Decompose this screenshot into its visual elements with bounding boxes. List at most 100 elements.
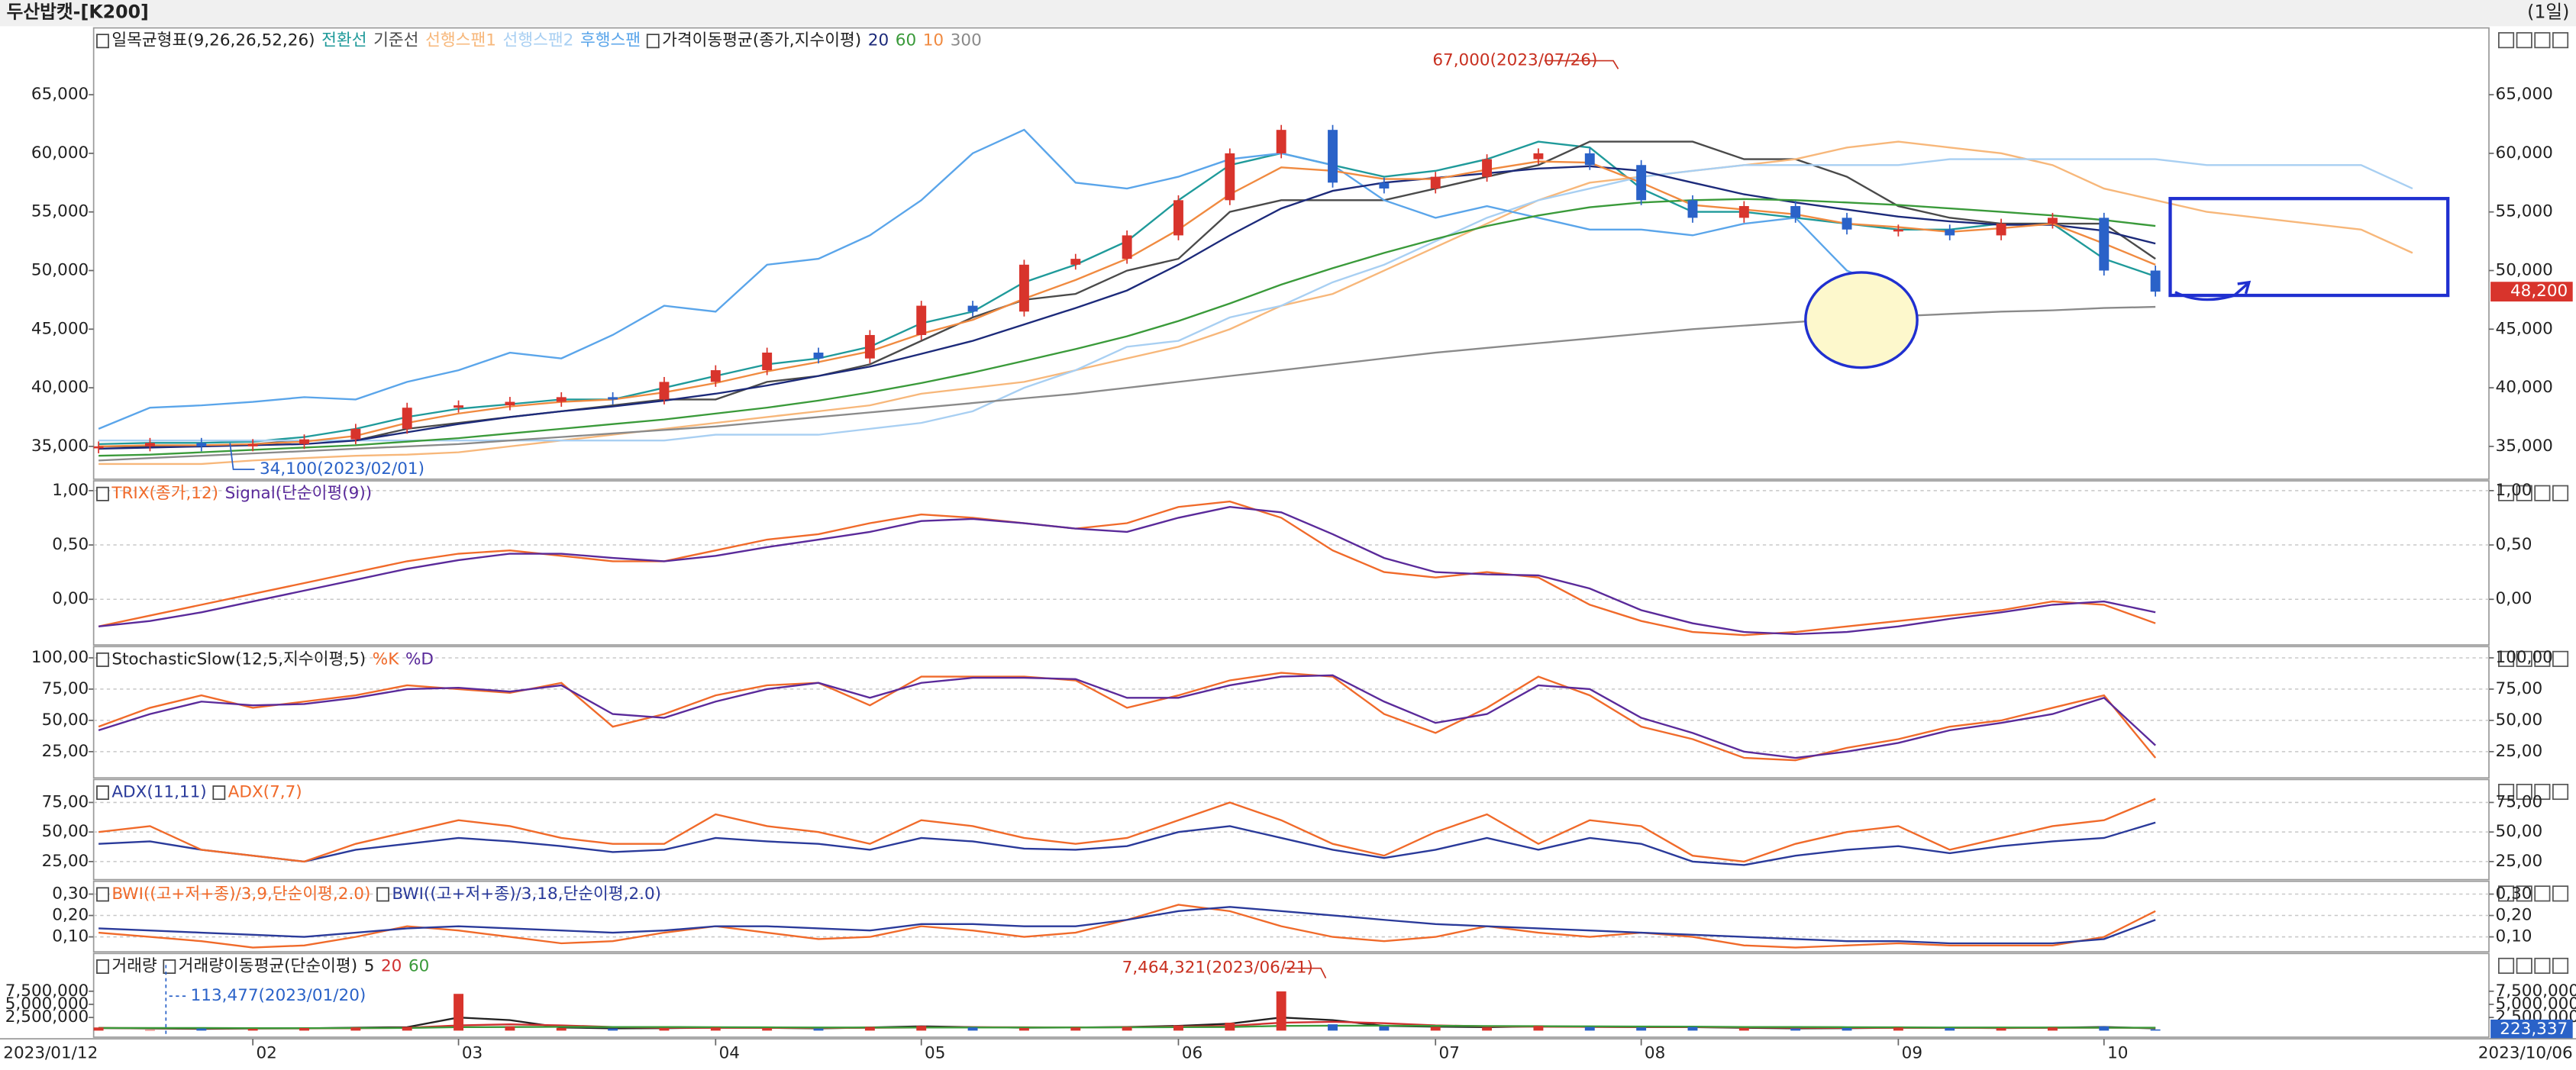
legend-icon (96, 887, 109, 902)
y-tick-label-right: 0,00 (2496, 589, 2532, 608)
panel-button[interactable] (2498, 650, 2515, 667)
volume-bar (505, 1026, 515, 1031)
candle (1070, 259, 1081, 265)
volume-bar (1225, 1023, 1235, 1031)
x-tick-label: 06 (1182, 1044, 1202, 1063)
volume-bar (1173, 1025, 1183, 1031)
legend-label: BWI((고+저+종)/3,9,단순이평,2.0) (111, 885, 370, 904)
panel-button[interactable] (2534, 885, 2551, 902)
user-drawings (1804, 197, 2450, 369)
annotation: 34,100(2023/02/01) (260, 459, 424, 479)
series-line (98, 906, 2156, 945)
legend-label: ADX(11,11) (111, 783, 206, 802)
legend-label: ADX(7,7) (228, 783, 302, 802)
panel-button[interactable] (2552, 783, 2569, 801)
volume-bar (916, 1026, 927, 1031)
panel-button[interactable] (2498, 783, 2515, 801)
candle (556, 397, 567, 402)
y-tick-label: 75,00 (42, 792, 89, 811)
y-tick-label: 0,10 (52, 927, 89, 946)
drawn-arrow[interactable] (2174, 280, 2252, 301)
y-tick-label: 65,000 (31, 85, 89, 104)
legend-label: 선행스팬1 (425, 31, 496, 50)
panel-button[interactable] (2516, 32, 2532, 49)
panel-button[interactable] (2552, 957, 2569, 974)
chart-title: 두산밥캣-[K200] (7, 2, 149, 23)
y-tick-label-right: 5,000,000 (2496, 994, 2576, 1014)
panel-button[interactable] (2498, 485, 2515, 501)
panel-button[interactable] (2516, 885, 2532, 902)
y-tick-label-right: 55,000 (2496, 202, 2553, 221)
panel-button[interactable] (2516, 957, 2532, 974)
legend-label: 20 (868, 31, 889, 50)
volume-bar (454, 994, 464, 1031)
series-line (98, 158, 2413, 442)
volume-bar (710, 1027, 721, 1031)
y-tick-label: 2,500,000 (5, 1007, 89, 1026)
x-tick-label: 05 (925, 1044, 945, 1063)
volume-bar (1738, 1027, 1749, 1031)
y-tick-label-right: 50,00 (2496, 822, 2543, 841)
candle (1893, 229, 1903, 232)
panel-button[interactable] (2534, 485, 2551, 501)
panel-button[interactable] (2516, 650, 2532, 667)
panel-button[interactable] (2552, 885, 2569, 902)
drawn-ellipse[interactable] (1804, 271, 1919, 369)
panel-button[interactable] (2498, 32, 2515, 49)
candle (1328, 130, 1338, 183)
legend-label: 후행스팬 (580, 31, 641, 50)
candle (1379, 182, 1390, 189)
panel-button[interactable] (2498, 957, 2515, 974)
candle (608, 397, 618, 400)
volume-bar (813, 1028, 824, 1031)
panel-button[interactable] (2552, 32, 2569, 49)
y-tick-label: 0,30 (52, 885, 89, 904)
legend-icon (646, 34, 660, 49)
volume-bar (299, 1027, 309, 1031)
legend-label: 선행스팬2 (503, 31, 574, 50)
panel-button[interactable] (2534, 32, 2551, 49)
panel-button[interactable] (2552, 485, 2569, 501)
panel-button[interactable] (2534, 783, 2551, 801)
panel-button[interactable] (2516, 783, 2532, 801)
series-line (98, 198, 2156, 457)
y-tick-label: 55,000 (31, 202, 89, 221)
current-tag (2490, 282, 2573, 302)
x-tick-label: 08 (1645, 1044, 1665, 1063)
x-tick-label: 10 (2107, 1044, 2128, 1063)
panel-frame (92, 880, 2490, 953)
drawn-rectangle[interactable] (2168, 197, 2450, 298)
legend-label: 300 (951, 31, 982, 50)
panel-button[interactable] (2534, 650, 2551, 667)
candle (1225, 153, 1235, 201)
panel-button[interactable] (2534, 957, 2551, 974)
panel-button[interactable] (2516, 485, 2532, 501)
legend-label: 20 (381, 957, 402, 976)
candle (1584, 153, 1595, 166)
legend-label: TRIX(종가,12) (111, 484, 218, 503)
end-date: 2023/10/06 (2478, 1044, 2573, 1063)
panel-frame (92, 480, 2490, 646)
candle (916, 305, 927, 335)
legend-label: 60 (408, 957, 429, 976)
volume-bar (659, 1027, 670, 1031)
y-tick-label-right: 0,30 (2496, 885, 2532, 904)
volume-bar (864, 1026, 875, 1031)
legend-icon (96, 785, 109, 801)
candle (145, 443, 155, 446)
volume-bar (1018, 1027, 1029, 1031)
legend-label: 거래량 (111, 957, 157, 976)
candle (1018, 264, 1029, 312)
candle (710, 370, 721, 382)
panel-button[interactable] (2552, 650, 2569, 667)
volume-bar (1122, 1026, 1132, 1031)
legend-label: StochasticSlow(12,5,지수이평,5) (111, 649, 366, 669)
series-line (98, 500, 2156, 637)
panel-frame (92, 952, 2490, 1038)
y-tick-label: 0,20 (52, 906, 89, 925)
legend-icon (163, 959, 176, 974)
current-tag-label: 48,200 (2510, 282, 2568, 301)
legend-label: 거래량이동평균(단순이평) (179, 957, 357, 976)
panel-button[interactable] (2498, 885, 2515, 902)
